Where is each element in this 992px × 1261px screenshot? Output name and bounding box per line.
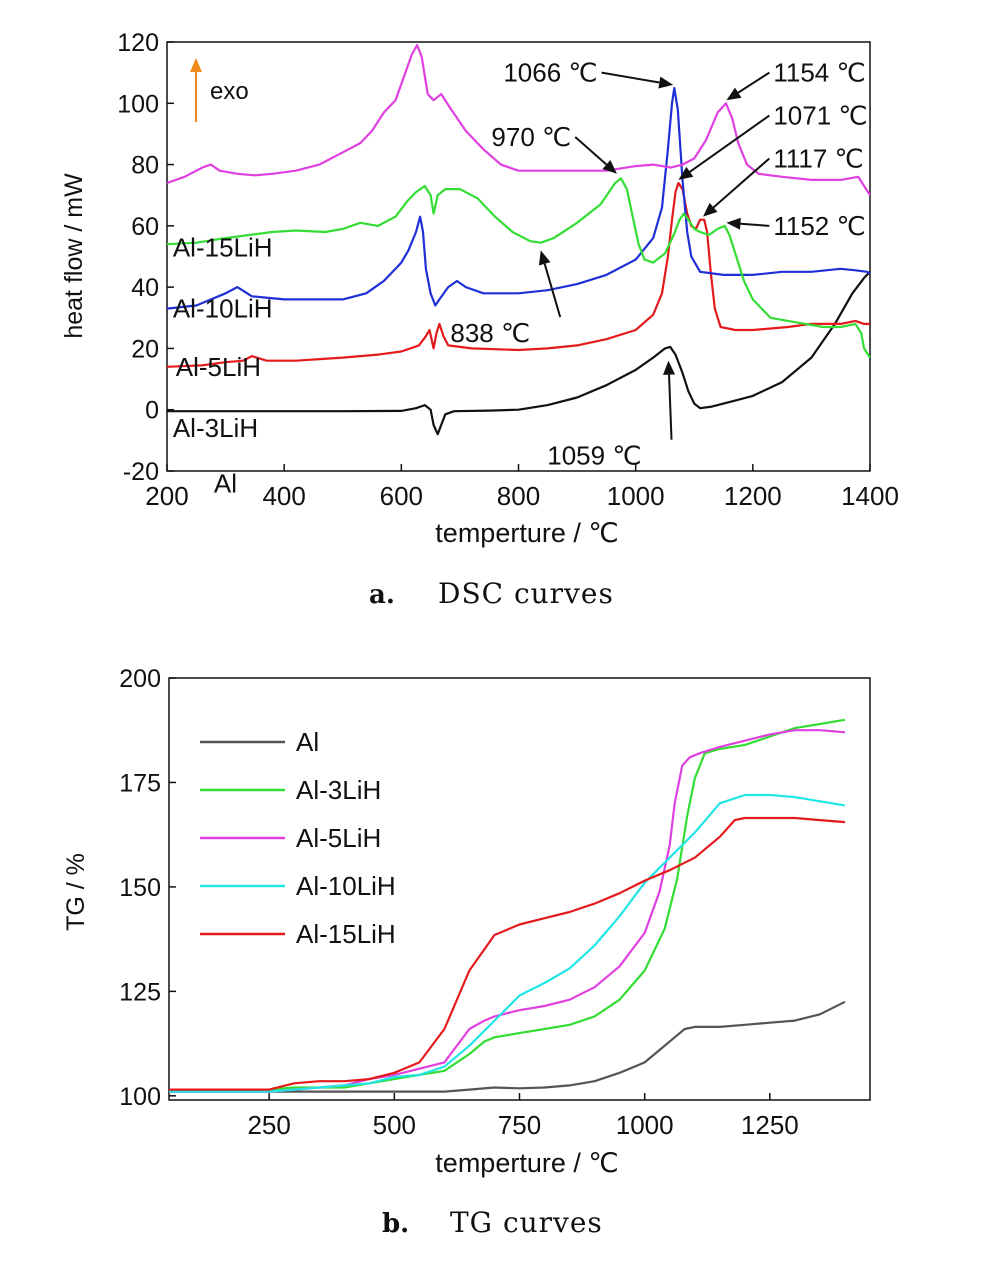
tg-caption-letter: b.: [382, 1209, 409, 1239]
a-y-tick-label: 0: [145, 397, 159, 425]
a-x-tick-label: 600: [380, 481, 423, 511]
arrowhead-icon: [658, 76, 674, 89]
dsc-annotation-arrow: [574, 136, 608, 166]
a-series-al-15lih: [166, 44, 871, 196]
a-x-tick-label: 800: [497, 481, 540, 511]
dsc-annotation-label: 1117 ℃: [773, 143, 863, 173]
a-series-al-5lih: [166, 86, 871, 310]
dsc-annotation-label: 1059 ℃: [547, 441, 641, 471]
arrowhead-icon: [726, 87, 742, 101]
b-y-tick-label: 150: [119, 874, 161, 902]
b-x-tick-label: 250: [247, 1110, 290, 1140]
exo-label: exo: [210, 78, 249, 105]
a-series-al-10lih: [166, 177, 871, 359]
b-x-tick-label: 500: [373, 1110, 416, 1140]
a-x-tick-label: 1200: [724, 481, 782, 511]
a-y-tick-label: 120: [117, 29, 159, 57]
dsc-caption-letter: a.: [369, 580, 395, 610]
a-x-tick-label: 1000: [607, 481, 665, 511]
dsc-curve-label: Al: [214, 468, 237, 498]
exo-arrow-icon: [190, 58, 202, 122]
b-series-al-15lih: [169, 816, 846, 1091]
dsc-curve-label: Al-3LiH: [173, 413, 258, 443]
legend-entry-label: Al-15LiH: [296, 919, 396, 949]
dsc-x-axis-title: temperture / ℃: [435, 518, 618, 548]
a-x-tick-label: 200: [145, 481, 188, 511]
dsc-annotation-label: 1071 ℃: [773, 101, 867, 131]
legend-entry-label: Al-3LiH: [296, 775, 381, 805]
a-series-al-3lih: [166, 181, 870, 368]
b-x-tick-label: 1000: [616, 1110, 674, 1140]
b-y-tick-label: 175: [119, 769, 161, 797]
b-series-al-5lih: [169, 729, 846, 1093]
dsc-curve-label: Al-15LiH: [173, 232, 273, 262]
dsc-annotation-label: 1152 ℃: [773, 211, 865, 241]
a-y-tick-label: 20: [131, 335, 159, 363]
b-x-tick-label: 750: [498, 1110, 541, 1140]
dsc-annotation-arrow: [668, 374, 673, 440]
dsc-annotation-arrow: [737, 71, 770, 94]
dsc-annotation-arrow: [689, 114, 770, 173]
tg-x-axis-title: temperture / ℃: [435, 1148, 618, 1178]
a-y-tick-label: 40: [131, 274, 159, 302]
arrowhead-icon: [726, 217, 741, 230]
arrowhead-icon: [602, 160, 617, 174]
a-series-al: [167, 271, 871, 436]
a-y-tick-label: 60: [131, 213, 159, 241]
a-y-tick-label: -20: [123, 458, 159, 486]
dsc-curve-label: Al-5LiH: [176, 352, 261, 382]
dsc-annotation-arrow: [601, 71, 660, 84]
dsc-annotation-arrow: [543, 263, 562, 318]
b-y-tick-label: 125: [119, 978, 161, 1006]
arrowhead-icon: [538, 250, 551, 266]
a-x-tick-label: 400: [262, 481, 305, 511]
arrowhead-icon: [678, 166, 694, 180]
legend-entry-label: Al: [296, 727, 319, 757]
dsc-annotation-arrow: [740, 222, 770, 227]
dsc-curve-label: Al-10LiH: [173, 294, 273, 324]
tg-caption: TG curves: [450, 1206, 603, 1239]
b-series-al: [169, 1000, 846, 1093]
a-y-tick-label: 100: [117, 90, 159, 118]
dsc-chart: 200 400 600 800 1000 1200 1400 -20 0 20 40 60 80 100 1…: [60, 29, 899, 610]
a-y-tick-label: 80: [131, 152, 159, 180]
b-series-al-3lih: [169, 718, 846, 1091]
dsc-annotation-label: 970 ℃: [491, 122, 571, 152]
tg-chart: 250 500 750 1000 1250 100 125 150 175 200 Al Al-3L…: [62, 665, 871, 1239]
b-y-tick-label: 100: [119, 1083, 161, 1111]
tg-y-axis-title: TG / %: [62, 853, 90, 931]
dsc-annotation-label: 1154 ℃: [773, 58, 865, 88]
b-series-al-10lih: [169, 793, 846, 1093]
dsc-annotation-arrow: [712, 157, 770, 209]
dsc-y-axis-title: heat flow / mW: [60, 173, 88, 339]
tg-legend: Al Al-3LiH Al-5LiH Al-10LiH Al-15LiH: [200, 727, 396, 949]
dsc-annotation-label: 1066 ℃: [503, 58, 597, 88]
arrowhead-icon: [703, 202, 718, 217]
dsc-annotation-label: 838 ℃: [450, 318, 530, 348]
arrowhead-icon: [663, 360, 676, 375]
b-x-tick-label: 1250: [741, 1110, 799, 1140]
b-y-tick-label: 200: [119, 665, 161, 693]
a-x-tick-label: 1400: [841, 481, 899, 511]
legend-entry-label: Al-10LiH: [296, 871, 396, 901]
legend-entry-label: Al-5LiH: [296, 823, 381, 853]
dsc-caption: DSC curves: [438, 577, 614, 610]
